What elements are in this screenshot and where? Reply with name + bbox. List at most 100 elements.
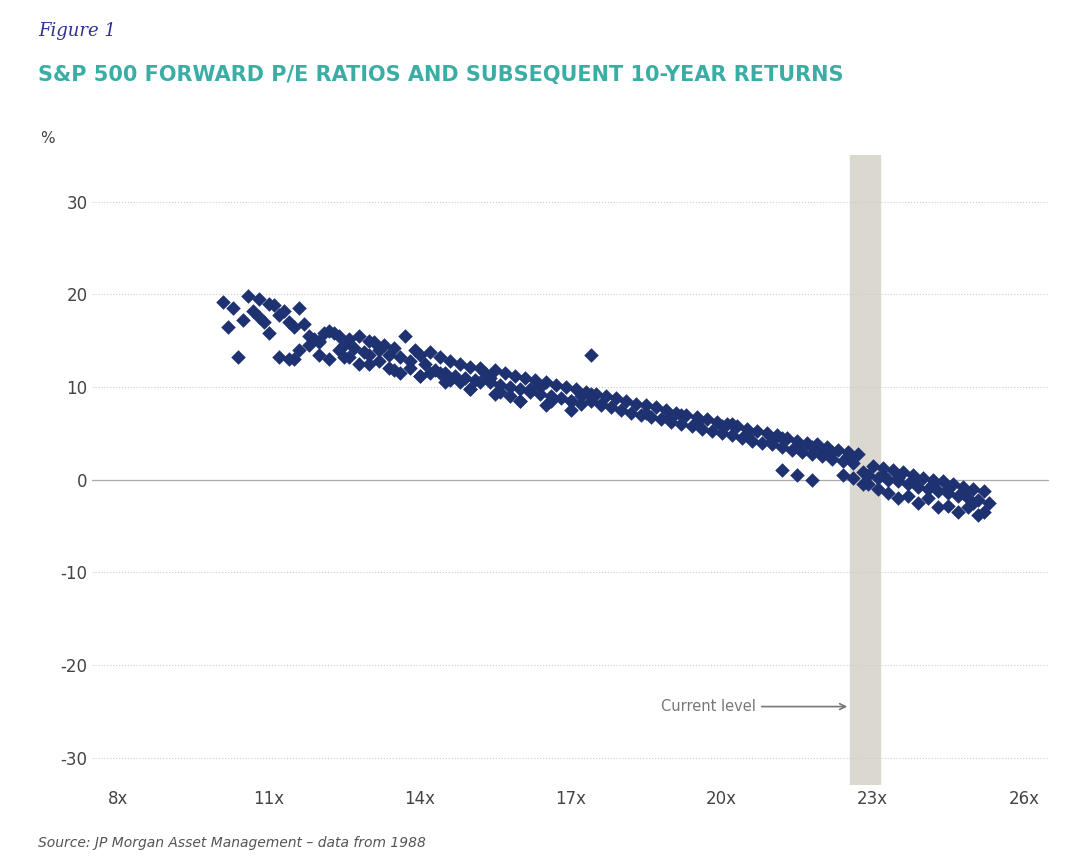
Point [587,387,604,401]
Point [512,394,529,407]
Point [849,447,866,461]
Point [321,352,338,366]
Point [426,363,443,377]
Point [788,434,805,448]
Point [380,362,398,375]
Point [763,434,780,448]
Point [910,480,927,494]
Point [451,357,468,371]
Point [512,394,529,407]
Point [889,471,907,485]
Point [527,373,545,387]
Point [719,417,736,431]
Point [461,360,478,374]
Point [386,363,403,377]
Point [451,375,468,389]
Point [954,487,972,501]
Point [472,375,489,389]
Point [391,366,409,380]
Point [633,408,650,422]
Point [441,354,459,368]
Point [537,375,554,389]
Point [979,496,997,510]
Point [914,471,932,485]
Point [501,380,518,394]
Point [688,415,705,429]
Point [723,417,740,431]
Point [828,443,846,457]
Point [411,369,428,383]
Point [975,484,992,498]
Point [457,371,474,385]
Point [562,394,579,407]
Point [401,362,418,375]
Point [763,438,780,451]
Point [924,473,941,487]
Text: Figure 1: Figure 1 [38,22,116,40]
Point [698,413,715,426]
Point [270,308,287,322]
Point [583,387,600,401]
Point [799,436,816,450]
Point [330,329,348,343]
Point [592,399,610,413]
Point [220,320,237,334]
Point [889,491,907,505]
Point [583,394,600,407]
Point [854,477,872,491]
Point [809,438,826,451]
Point [627,397,645,411]
Point [824,452,841,466]
Bar [850,155,880,785]
Point [895,465,912,479]
Point [889,475,907,488]
Point [305,332,323,346]
Point [380,348,398,362]
Point [879,473,897,487]
Point [637,399,654,413]
Point [975,505,992,519]
Point [623,406,640,419]
Point [310,334,327,348]
Point [678,408,696,422]
Point [541,389,559,403]
Point [285,320,302,334]
Point [648,400,665,414]
Point [819,440,836,454]
Point [315,326,333,340]
Point [497,366,514,380]
Point [667,406,685,419]
Point [572,397,589,411]
Point [583,348,600,362]
Point [270,350,287,364]
Point [904,475,922,488]
Point [285,352,302,366]
Point [803,440,821,454]
Point [803,447,821,461]
Point [870,471,887,485]
Point [834,468,851,482]
Point [774,431,791,444]
Point [954,480,972,494]
Point [673,408,690,422]
Point [723,428,740,442]
Point [472,362,489,375]
Point [939,487,957,501]
Point [516,371,534,385]
Point [512,382,529,396]
Point [371,343,388,356]
Point [250,311,267,324]
Point [939,482,957,495]
Point [738,422,755,436]
Point [658,403,675,417]
Point [859,468,876,482]
Point [491,385,509,399]
Point [321,324,338,338]
Point [738,428,755,442]
Point [346,341,363,355]
Point [250,292,267,306]
Point [245,304,262,318]
Point [280,352,298,366]
Point [522,385,539,399]
Point [441,373,459,387]
